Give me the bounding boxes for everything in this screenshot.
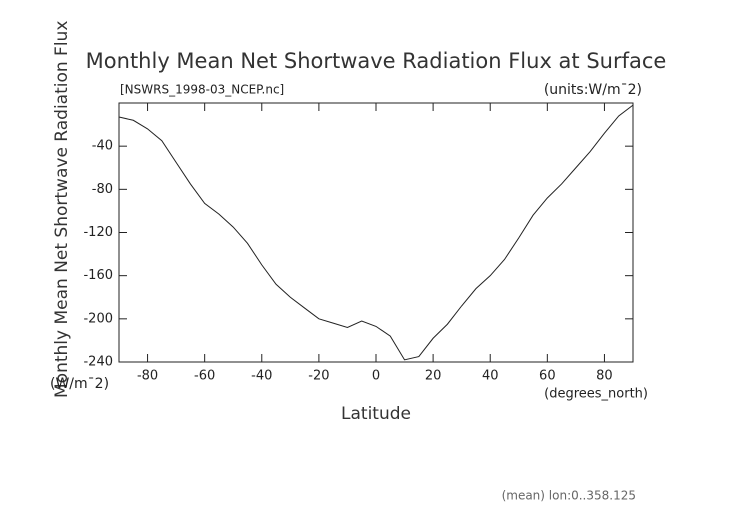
y-tick-label: -160 [83, 268, 113, 283]
x-tick-label: -80 [137, 369, 158, 384]
y-units: (W/m¯2) [50, 376, 109, 392]
x-tick-label: 80 [596, 369, 613, 384]
x-tick-label: 0 [372, 369, 380, 384]
subtitle: [NSWRS_1998-03_NCEP.nc] [120, 83, 284, 97]
y-tick-label: -80 [92, 182, 113, 197]
y-tick-label: -200 [83, 311, 113, 326]
y-label-group: Monthly Mean Net Shortwave Radiation Flu… [52, 21, 72, 398]
x-tick-label: 40 [482, 369, 499, 384]
y-tick-label: -240 [83, 355, 113, 370]
x-tick-label: -20 [308, 369, 329, 384]
chart-title: Monthly Mean Net Shortwave Radiation Flu… [86, 49, 667, 73]
x-units: (degrees_north) [544, 387, 648, 402]
footer: (mean) lon:0..358.125 [502, 489, 636, 503]
plot-frame [118, 102, 634, 363]
x-tick-label: 20 [425, 369, 442, 384]
x-axis-label: Latitude [341, 404, 411, 424]
y-tick-label: -120 [83, 225, 113, 240]
units-note: (units:W/m¯2) [544, 82, 642, 98]
x-tick-label: 60 [539, 369, 556, 384]
data-line [118, 104, 634, 361]
y-axis-label: Monthly Mean Net Shortwave Radiation Flu… [52, 21, 72, 398]
x-tick-label: -40 [251, 369, 272, 384]
y-tick-label: -40 [92, 139, 113, 154]
x-tick-label: -60 [194, 369, 215, 384]
